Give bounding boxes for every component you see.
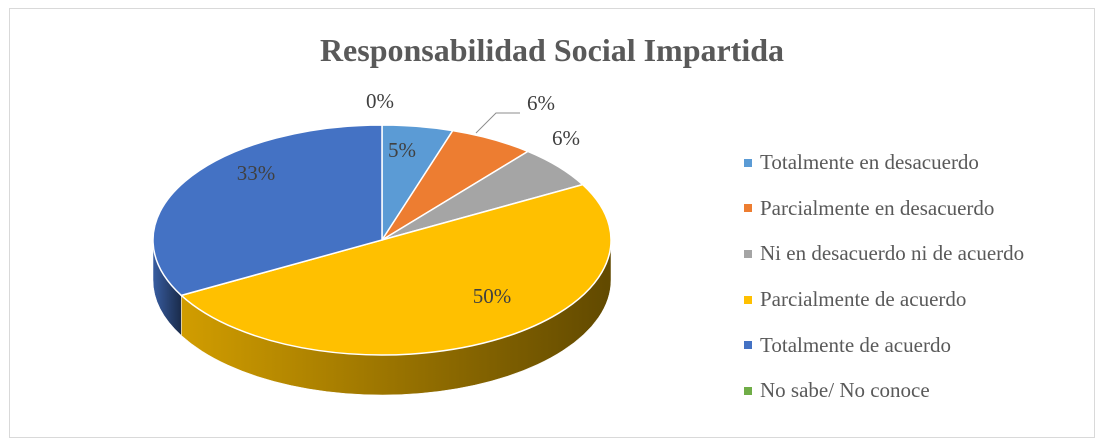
data-label-4: 33% <box>237 161 276 185</box>
legend-label-2: Ni en desacuerdo ni de acuerdo <box>760 241 1025 266</box>
legend-item-5: No sabe/ No conoce <box>744 368 1024 414</box>
chart-title: Responsabilidad Social Impartida <box>319 32 785 68</box>
legend-item-2: Ni en desacuerdo ni de acuerdo <box>744 231 1024 277</box>
legend-swatch-3 <box>744 295 752 304</box>
legend-swatch-4 <box>744 341 752 350</box>
legend-swatch-2 <box>744 249 752 258</box>
legend-item-0: Totalmente en desacuerdo <box>744 140 1024 186</box>
legend-swatch-0 <box>744 158 752 167</box>
legend-label-3: Parcialmente de acuerdo <box>760 287 967 312</box>
data-label-2: 6% <box>552 126 580 150</box>
legend-label-0: Totalmente en desacuerdo <box>760 150 979 175</box>
legend: Totalmente en desacuerdo Parcialmente en … <box>744 140 1024 414</box>
legend-item-4: Totalmente de acuerdo <box>744 322 1024 368</box>
pie-slice-4 <box>152 124 383 297</box>
leader-line-1 <box>475 112 520 134</box>
data-label-5: 0% <box>366 89 394 113</box>
legend-swatch-5 <box>744 386 752 395</box>
data-label-1: 6% <box>527 91 555 115</box>
legend-swatch-1 <box>744 204 752 213</box>
data-label-0: 5% <box>388 138 416 162</box>
pie-slice-3 <box>179 183 612 356</box>
legend-label-5: No sabe/ No conoce <box>760 378 930 403</box>
data-label-3: 50% <box>473 284 512 308</box>
legend-item-3: Parcialmente de acuerdo <box>744 277 1024 323</box>
legend-label-1: Parcialmente en desacuerdo <box>760 195 995 220</box>
legend-label-4: Totalmente de acuerdo <box>760 332 951 357</box>
legend-item-1: Parcialmente en desacuerdo <box>744 186 1024 232</box>
